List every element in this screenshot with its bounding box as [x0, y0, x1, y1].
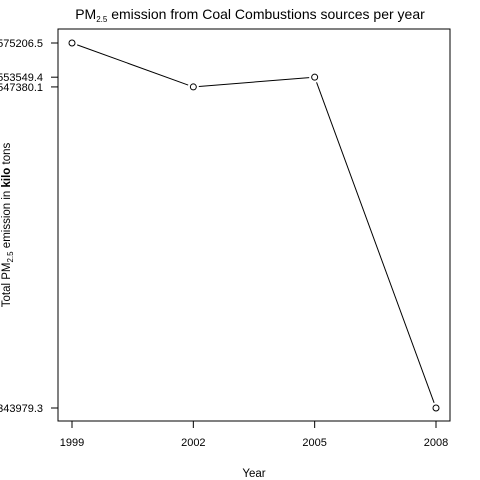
series-segment	[198, 77, 310, 87]
data-point	[311, 73, 319, 81]
svg-text:Total PM2.5 emission in kilo t: Total PM2.5 emission in kilo tons	[1, 142, 15, 307]
x-tick-label: 2002	[181, 437, 205, 449]
y-axis-label: Total PM2.5 emission in kilo tons	[1, 142, 15, 307]
title-subscript: 2.5	[96, 15, 108, 24]
data-point	[432, 404, 440, 412]
series-layer	[68, 39, 440, 412]
ylabel-middle: emission in	[1, 187, 13, 251]
series-segment	[316, 82, 435, 404]
ylabel-prefix: Total PM	[1, 263, 13, 308]
x-tick-label: 1999	[60, 437, 84, 449]
ylabel-bold: kilo	[1, 168, 13, 188]
ylabel-subscript: 2.5	[6, 251, 15, 263]
data-point	[189, 83, 197, 91]
title-suffix: emission from Coal Combustions sources p…	[107, 6, 425, 22]
x-tick-label: 2005	[302, 437, 326, 449]
y-tick-label: 575206.5	[0, 38, 43, 50]
y-tick-label: 553549.4	[0, 72, 43, 84]
chart-title: PM2.5 emission from Coal Combustions sou…	[75, 6, 425, 24]
series-segment	[77, 44, 189, 86]
title-prefix: PM	[75, 6, 96, 22]
data-point	[68, 39, 76, 47]
plot-frame	[57, 28, 451, 422]
svg-text:PM2.5 emission from Coal Combu: PM2.5 emission from Coal Combustions sou…	[75, 6, 425, 24]
x-tick-label: 2008	[424, 437, 448, 449]
y-tick-label: 547380.1	[0, 82, 43, 94]
x-axis: 1999 2002 2005 2008	[60, 421, 448, 449]
ylabel-suffix: tons	[1, 142, 13, 167]
x-axis-label: Year	[242, 468, 265, 480]
y-tick-label: 343979.3	[0, 403, 43, 415]
